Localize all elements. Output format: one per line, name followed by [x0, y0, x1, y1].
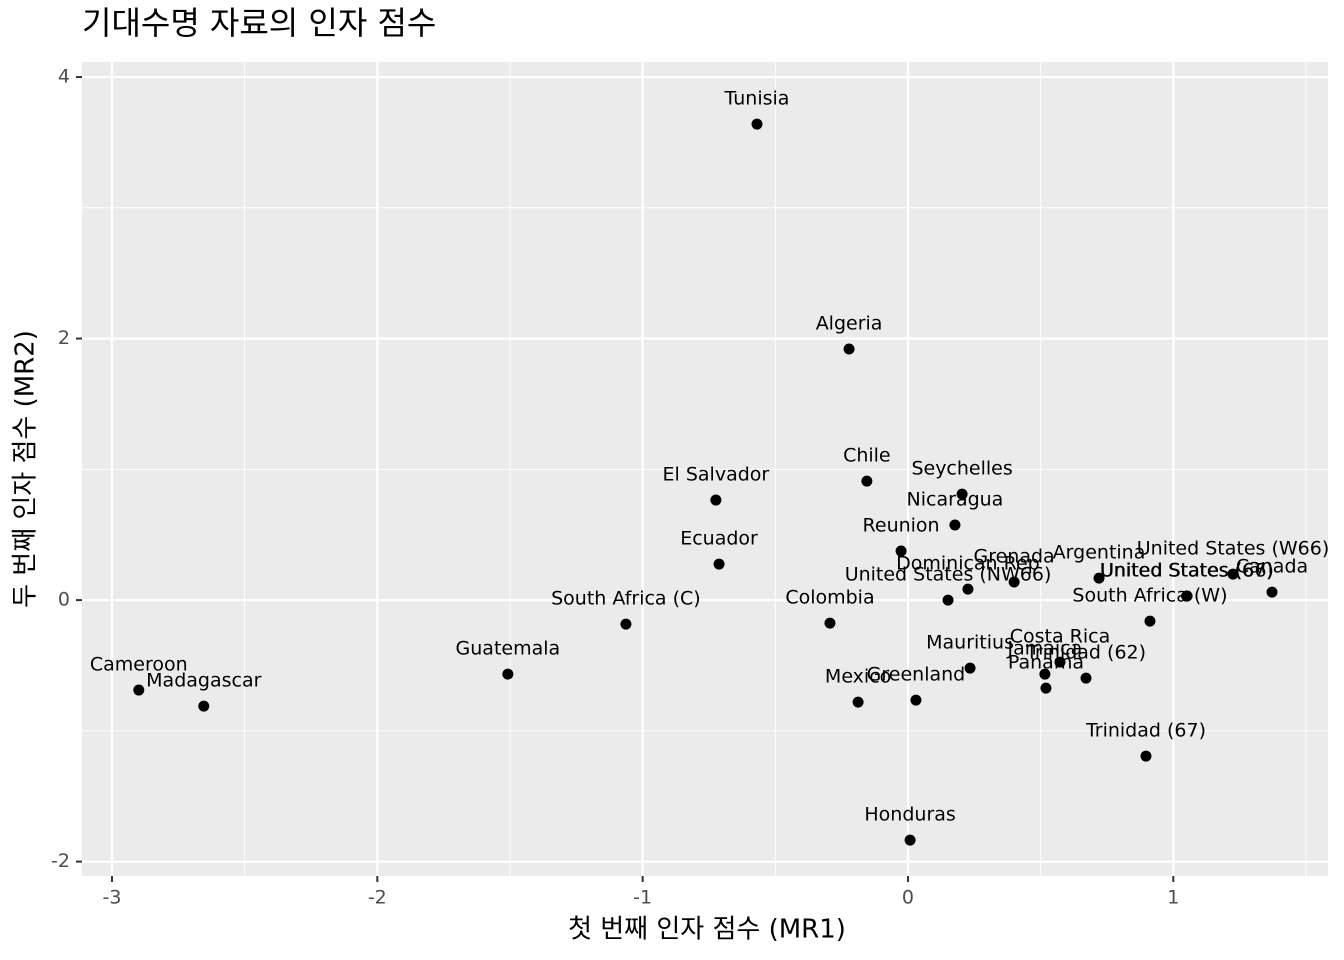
point-label: Madagascar: [146, 670, 261, 692]
x-tick-label: -3: [103, 887, 122, 909]
point-label: El Salvador: [663, 464, 770, 486]
point-label: Costa Rica: [1010, 626, 1111, 648]
point-label: United States (66): [1100, 560, 1274, 582]
point-label: United States (67): [1100, 560, 1274, 582]
point-label: Jamaica: [1006, 638, 1082, 660]
point: [502, 668, 514, 680]
point-label: Reunion: [863, 515, 940, 537]
point: [824, 617, 836, 629]
point-label: Mexico: [825, 666, 891, 688]
point-label: Cameroon: [90, 654, 188, 676]
point-label: Nicaragua: [907, 489, 1004, 511]
point-label: Panama: [1008, 652, 1084, 674]
point: [1039, 668, 1051, 680]
x-tick-label: 0: [902, 887, 914, 909]
point: [964, 662, 976, 674]
y-tick-label: 2: [58, 327, 70, 349]
y-axis-title: 두 번째 인자 점수 (MR2): [11, 330, 41, 608]
point-label: Honduras: [864, 804, 955, 826]
point: [751, 118, 763, 130]
x-axis-title: 첫 번째 인자 점수 (MR1): [568, 915, 846, 945]
y-tick-label: 4: [58, 66, 70, 88]
point: [843, 343, 855, 355]
point-label: Algeria: [816, 313, 883, 335]
point: [713, 558, 725, 570]
point-label: Ecuador: [680, 528, 758, 550]
point: [1140, 750, 1152, 762]
point-label: Chile: [843, 445, 891, 467]
point-label: United States (NW66): [845, 564, 1052, 586]
x-tick-label: 1: [1167, 887, 1179, 909]
x-tick-label: -2: [368, 887, 387, 909]
point: [1227, 568, 1239, 580]
point-label: Argentina: [1053, 542, 1146, 564]
point-label: United States (W66): [1137, 538, 1330, 560]
point-label: Grenada: [974, 546, 1055, 568]
point: [910, 694, 922, 706]
point: [956, 488, 968, 500]
point: [198, 700, 210, 712]
point: [1054, 656, 1066, 668]
point-label: Colombia: [785, 587, 874, 609]
point: [949, 519, 961, 531]
point: [133, 684, 145, 696]
y-tick-label: 0: [58, 589, 70, 611]
point-label: Dominican Rep: [896, 553, 1040, 575]
point: [1040, 682, 1052, 694]
point: [852, 696, 864, 708]
chart-title: 기대수명 자료의 인자 점수: [82, 4, 436, 42]
point-label: Mauritius: [926, 632, 1014, 654]
point: [942, 594, 954, 606]
point: [1181, 590, 1193, 602]
point: [1266, 586, 1278, 598]
point-label: Trinidad (67): [1085, 720, 1206, 742]
point: [710, 494, 722, 506]
y-tick-label: -2: [51, 850, 70, 872]
point: [962, 583, 974, 595]
point: [904, 834, 916, 846]
point-label: Tunisia: [724, 88, 790, 110]
point: [1144, 615, 1156, 627]
point-label: Canada: [1236, 556, 1308, 578]
point: [1008, 576, 1020, 588]
point-label: South Africa (C): [551, 588, 701, 610]
point-label: South Africa (W): [1072, 585, 1227, 607]
point: [1093, 572, 1105, 584]
point: [1080, 672, 1092, 684]
point-label: Trinidad (62): [1025, 642, 1146, 664]
point: [895, 545, 907, 557]
point: [861, 475, 873, 487]
x-tick-label: -1: [633, 887, 652, 909]
point: [620, 618, 632, 630]
point-label: Greenland: [867, 664, 966, 686]
point-label: Seychelles: [911, 458, 1012, 480]
point-label: Guatemala: [456, 638, 561, 660]
